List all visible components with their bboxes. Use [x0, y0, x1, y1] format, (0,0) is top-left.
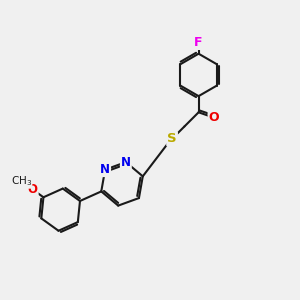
Text: N: N [100, 163, 110, 176]
Text: S: S [167, 132, 177, 145]
Text: F: F [194, 36, 203, 49]
Text: O: O [208, 111, 219, 124]
Text: N: N [121, 156, 131, 169]
Text: O: O [28, 183, 38, 196]
Text: CH$_3$: CH$_3$ [11, 174, 32, 188]
